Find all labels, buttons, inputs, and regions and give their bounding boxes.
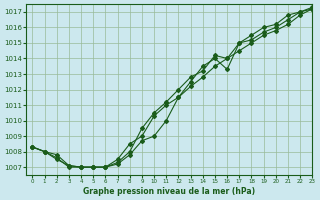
X-axis label: Graphe pression niveau de la mer (hPa): Graphe pression niveau de la mer (hPa) xyxy=(83,187,255,196)
